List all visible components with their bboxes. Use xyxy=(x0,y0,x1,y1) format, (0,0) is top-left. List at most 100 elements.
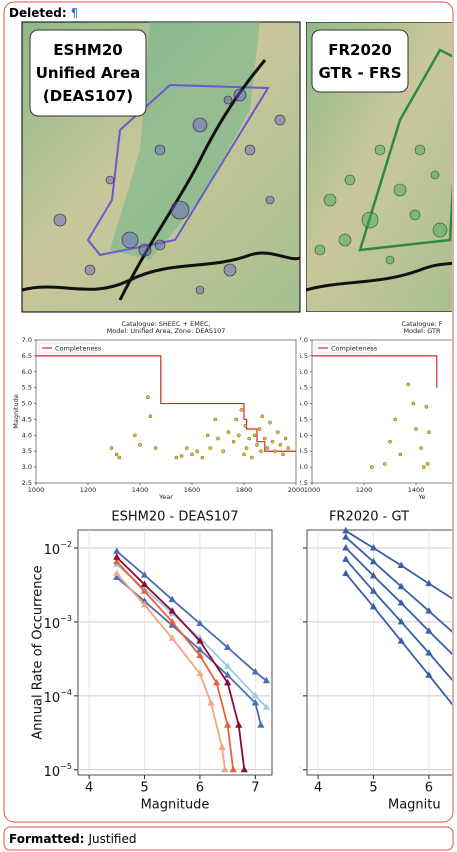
chart: Catalogue: SHEEC + EMEC,Model: Unified A… xyxy=(12,320,304,501)
rate-marker xyxy=(168,607,176,614)
plot-frame xyxy=(311,339,452,484)
y-tick-label: 5.5 xyxy=(22,384,32,392)
event-point xyxy=(236,433,241,438)
tick-base: 10 xyxy=(273,542,290,557)
y-tick-label: 5.0 xyxy=(298,400,308,408)
y-tick-label: 6.5 xyxy=(22,352,32,360)
tick-exponent: −3 xyxy=(60,613,72,622)
event-point xyxy=(226,430,231,434)
event-point xyxy=(244,446,249,450)
y-tick-label: 10−3 xyxy=(44,613,72,631)
tick-exponent: −2 xyxy=(289,539,301,548)
rate-marker xyxy=(342,569,350,577)
completeness-line xyxy=(312,355,438,388)
legend-label: Completeness xyxy=(55,344,102,352)
event-point xyxy=(109,446,114,450)
rate-marker xyxy=(397,582,405,590)
event-point xyxy=(421,465,426,469)
rate-marker xyxy=(425,627,433,634)
x-tick-label: 1000 xyxy=(304,486,321,494)
rate-marker xyxy=(113,553,121,560)
y-tick-label: 7.0 xyxy=(298,336,308,344)
chart-title: ESHM20 - DEAS107 xyxy=(111,510,238,525)
rate-marker xyxy=(140,580,149,588)
tick-exponent: −4 xyxy=(60,687,72,696)
x-tick-label: 1000 xyxy=(28,486,45,494)
event-point xyxy=(132,433,137,438)
tick-base: 10 xyxy=(273,616,290,631)
legend-box xyxy=(38,342,96,354)
map-title-line: GTR - FRS xyxy=(318,64,401,82)
event-point xyxy=(270,439,275,444)
y-tick-label: 3.0 xyxy=(22,463,32,471)
tick-exponent: −2 xyxy=(60,539,72,548)
rate-marker xyxy=(425,579,433,587)
event-point xyxy=(398,452,403,457)
plot-frame xyxy=(306,529,452,776)
rate-marker xyxy=(240,765,248,773)
event-point xyxy=(255,443,259,447)
map-title-line: Unified Area xyxy=(36,64,141,82)
rate-marker xyxy=(168,595,176,603)
footer-frame xyxy=(3,826,454,851)
event-point xyxy=(249,455,254,460)
y-tick-label: 10−4 xyxy=(44,687,72,705)
y-tick-label: 2.5 xyxy=(298,479,308,487)
event-point xyxy=(216,436,220,441)
event-point xyxy=(213,417,218,422)
map-right: FR2020 GTR - FRS xyxy=(306,22,452,312)
event-point xyxy=(265,446,270,450)
event-point xyxy=(242,452,246,457)
rate-marker xyxy=(369,587,378,594)
rate-marker xyxy=(224,671,232,678)
rate-marker xyxy=(168,617,176,625)
event-point xyxy=(117,455,121,460)
event-point xyxy=(195,449,199,454)
map-title-line: ESHM20 xyxy=(53,41,122,59)
event-point xyxy=(369,465,374,469)
rate-marker xyxy=(369,571,378,579)
plot-frame xyxy=(35,339,297,484)
y-tick-label: 10−2 xyxy=(44,539,72,557)
rate-marker xyxy=(369,557,378,565)
x-tick-label: 4 xyxy=(314,781,322,796)
event-point xyxy=(114,452,119,457)
rate-marker xyxy=(140,600,149,608)
rate-marker xyxy=(196,645,204,653)
rate-marker xyxy=(113,569,121,577)
map-left: ESHM20 Unified Area (DEAS107) xyxy=(21,21,301,313)
y-tick-label: 10−4 xyxy=(273,687,301,705)
event-point xyxy=(208,446,212,450)
rate-marker xyxy=(251,699,259,706)
rate-marker xyxy=(168,621,176,628)
rate-marker xyxy=(113,557,121,565)
y-tick-label: 10−3 xyxy=(273,613,301,631)
event-point xyxy=(406,382,411,387)
x-tick-label: 6 xyxy=(196,781,204,796)
rate-marker xyxy=(397,637,405,644)
rate-marker xyxy=(251,691,259,699)
chart-title: FR2020 - GT xyxy=(329,510,409,525)
x-tick-label: 1200 xyxy=(80,486,97,494)
legend-label: Completeness xyxy=(331,344,378,352)
rate-marker xyxy=(453,681,457,688)
event-point xyxy=(427,430,431,434)
event-point xyxy=(268,420,272,425)
rate-marker xyxy=(342,555,350,562)
tick-exponent: −5 xyxy=(289,761,301,770)
rate-marker xyxy=(224,721,232,728)
event-point xyxy=(382,462,387,466)
event-point xyxy=(262,436,267,441)
rate-marker xyxy=(453,706,457,713)
event-point xyxy=(179,454,184,458)
event-point xyxy=(419,446,424,450)
rate-marker xyxy=(140,571,149,578)
rate-marker xyxy=(196,619,204,627)
y-tick-label: 4.0 xyxy=(22,431,32,439)
rate-marker xyxy=(397,561,405,568)
event-point xyxy=(184,446,189,450)
rate-marker xyxy=(397,617,405,625)
rate-marker xyxy=(212,678,221,686)
rate-marker xyxy=(224,662,232,669)
